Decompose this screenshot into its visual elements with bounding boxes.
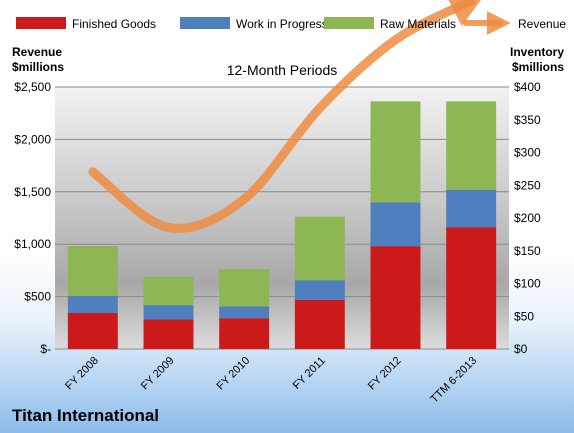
bar-segment-work-in-progress — [446, 189, 497, 228]
right-tick-label: $150 — [514, 244, 541, 258]
category-tick-label: FY 2012 — [366, 355, 404, 393]
bar-segment-raw-materials — [219, 269, 270, 307]
legend-label: Finished Goods — [72, 17, 156, 31]
category-tick-label: FY 2008 — [63, 355, 101, 393]
legend-item: Finished Goods — [16, 17, 156, 31]
legend: Finished Goods Work in Progress Raw Materi… — [16, 11, 566, 35]
left-tick-label: $500 — [24, 290, 51, 304]
left-axis-title-line1: Revenue — [12, 45, 62, 59]
bar-segment-raw-materials — [370, 101, 421, 203]
bar-segment-work-in-progress — [219, 306, 270, 319]
bar-segment-finished-goods — [294, 299, 345, 349]
legend-label: Revenue — [518, 17, 566, 31]
legend-label: Work in Progress — [236, 17, 328, 31]
category-tick-label: FY 2010 — [215, 355, 253, 393]
legend-item: Revenue — [463, 11, 566, 35]
bar-segment-finished-goods — [446, 227, 497, 349]
chart-title: 12-Month Periods — [227, 62, 338, 78]
left-tick-label: $1,500 — [14, 185, 51, 199]
right-tick-label: $200 — [514, 211, 541, 225]
bar-segment-raw-materials — [67, 246, 118, 296]
left-tick-label: $- — [40, 342, 51, 356]
left-tick-label: $2,000 — [14, 132, 51, 146]
legend-item: Work in Progress — [180, 17, 328, 31]
bar-stacks — [67, 101, 497, 349]
right-axis-title-line2: $millions — [512, 60, 564, 74]
revenue-series-line — [88, 0, 486, 233]
category-tick-label: TTM 6-2013 — [428, 355, 479, 406]
right-tick-label: $350 — [514, 113, 541, 127]
bar-segment-work-in-progress — [67, 295, 118, 313]
legend-swatch — [324, 17, 374, 29]
legend-label: Raw Materials — [380, 17, 456, 31]
bar-segment-raw-materials — [143, 276, 194, 306]
bar-segment-work-in-progress — [143, 305, 194, 320]
bar-segment-raw-materials — [294, 216, 345, 281]
bar-segment-finished-goods — [143, 319, 194, 349]
right-tick-label: $400 — [514, 80, 541, 94]
category-tick-label: FY 2011 — [291, 355, 328, 392]
bar-segment-finished-goods — [219, 318, 270, 349]
right-tick-label: $50 — [514, 309, 534, 323]
gridlines — [55, 86, 509, 350]
revenue-line — [88, 0, 486, 233]
category-tick-label: FY 2009 — [139, 355, 177, 393]
right-tick-label: $100 — [514, 277, 541, 291]
right-tick-label: $300 — [514, 146, 541, 160]
company-name: Titan International — [12, 406, 159, 425]
legend-swatch — [180, 17, 230, 29]
left-tick-label: $1,000 — [14, 237, 51, 251]
left-axis-title-line2: $millions — [12, 60, 64, 74]
bar-segment-finished-goods — [67, 312, 118, 349]
bar-segment-raw-materials — [446, 101, 497, 190]
plot-area — [55, 87, 509, 349]
legend-swatch — [16, 17, 66, 29]
right-axis-title-line1: Inventory — [510, 45, 564, 59]
left-tick-label: $2,500 — [14, 80, 51, 94]
bar-segment-finished-goods — [370, 246, 421, 349]
bar-segment-work-in-progress — [294, 280, 345, 300]
right-tick-label: $250 — [514, 178, 541, 192]
bar-segment-work-in-progress — [370, 202, 421, 247]
legend-item: Raw Materials — [324, 17, 456, 31]
right-tick-label: $0 — [514, 342, 528, 356]
